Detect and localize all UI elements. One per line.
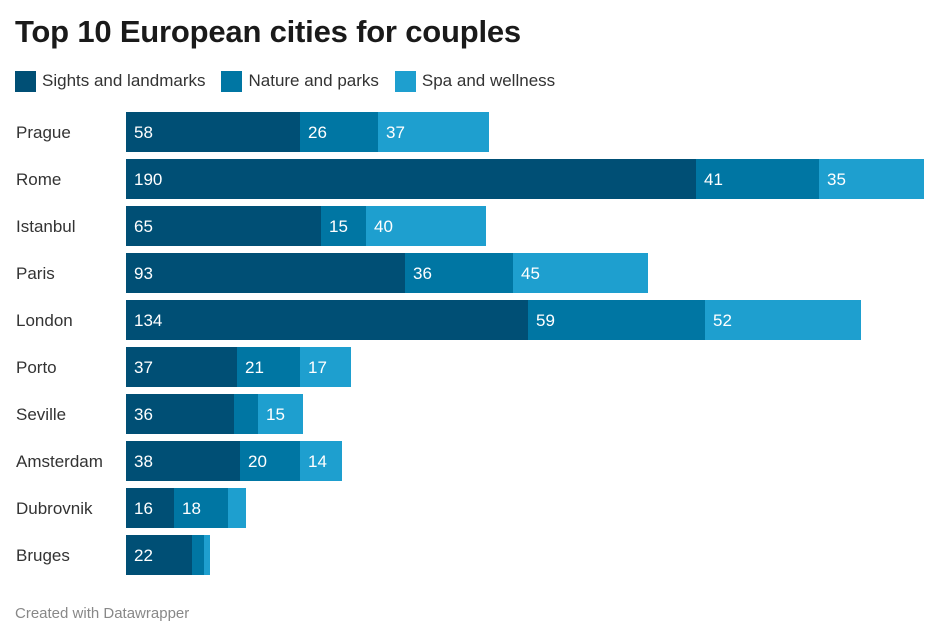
category-label-paris: Paris [16,264,55,283]
bar-seville-sights-and-landmarks [126,394,234,434]
bar-prague-spa-and-wellness [378,112,489,152]
value-label-porto-spa-and-wellness: 17 [308,358,327,377]
bar-prague-sights-and-landmarks [126,112,300,152]
bar-rome-nature-and-parks [696,159,819,199]
legend-item-nature: Nature and parks [221,70,379,92]
legend-item-spa: Spa and wellness [394,70,556,92]
bar-amsterdam-sights-and-landmarks [126,441,240,481]
value-label-london-nature-and-parks: 59 [536,311,555,330]
value-label-rome-spa-and-wellness: 35 [827,170,846,189]
value-label-london-spa-and-wellness: 52 [713,311,732,330]
bar-porto-spa-and-wellness [300,347,351,387]
bar-london-nature-and-parks [528,300,705,340]
bar-dubrovnik-spa-and-wellness [228,488,246,528]
bar-seville-spa-and-wellness [258,394,303,434]
value-label-prague-spa-and-wellness: 37 [386,123,405,142]
legend-label-nature: Nature and parks [248,71,379,90]
footer-credit: Created with Datawrapper [15,605,190,622]
bar-rome-spa-and-wellness [819,159,924,199]
category-label-porto: Porto [16,358,57,377]
value-label-dubrovnik-nature-and-parks: 18 [182,499,201,518]
category-label-amsterdam: Amsterdam [16,452,103,471]
value-label-prague-nature-and-parks: 26 [308,123,327,142]
bar-london-sights-and-landmarks [126,300,528,340]
legend-label-sights: Sights and landmarks [42,71,206,90]
legend-item-sights: Sights and landmarks [15,70,206,92]
bar-dubrovnik-nature-and-parks [174,488,228,528]
bar-bruges-spa-and-wellness [204,535,210,575]
bar-amsterdam-nature-and-parks [240,441,300,481]
category-label-dubrovnik: Dubrovnik [16,499,93,518]
bar-rome-sights-and-landmarks [126,159,696,199]
value-label-porto-sights-and-landmarks: 37 [134,358,153,377]
bar-prague-nature-and-parks [300,112,378,152]
legend-label-spa: Spa and wellness [421,71,556,90]
category-label-istanbul: Istanbul [16,217,76,236]
bar-bruges-nature-and-parks [192,535,204,575]
bar-paris-sights-and-landmarks [126,253,405,293]
bar-istanbul-spa-and-wellness [366,206,486,246]
category-label-seville: Seville [16,405,66,424]
value-label-prague-sights-and-landmarks: 58 [134,123,153,142]
category-label-london: London [16,311,73,330]
bar-istanbul-sights-and-landmarks [126,206,321,246]
legend-swatch-spa [394,70,416,92]
value-label-amsterdam-spa-and-wellness: 14 [308,452,327,471]
value-label-rome-sights-and-landmarks: 190 [134,170,162,189]
value-label-bruges-sights-and-landmarks: 22 [134,546,153,565]
chart-title: Top 10 European cities for couples [15,14,521,49]
legend-swatch-sights [15,70,36,92]
value-label-seville-spa-and-wellness: 15 [266,405,285,424]
category-label-prague: Prague [16,123,71,142]
value-label-paris-sights-and-landmarks: 93 [134,264,153,283]
value-label-paris-spa-and-wellness: 45 [521,264,540,283]
bar-bruges-sights-and-landmarks [126,535,192,575]
value-label-istanbul-spa-and-wellness: 40 [374,217,393,236]
bar-porto-sights-and-landmarks [126,347,237,387]
bar-dubrovnik-sights-and-landmarks [126,488,174,528]
value-label-istanbul-nature-and-parks: 15 [329,217,348,236]
value-label-amsterdam-sights-and-landmarks: 38 [134,452,153,471]
value-label-amsterdam-nature-and-parks: 20 [248,452,267,471]
category-label-rome: Rome [16,170,61,189]
value-label-dubrovnik-sights-and-landmarks: 16 [134,499,153,518]
value-label-paris-nature-and-parks: 36 [413,264,432,283]
category-label-bruges: Bruges [16,546,70,565]
bar-paris-spa-and-wellness [513,253,648,293]
value-label-istanbul-sights-and-landmarks: 65 [134,217,153,236]
value-label-rome-nature-and-parks: 41 [704,170,723,189]
legend-swatch-nature [221,70,243,92]
bar-seville-nature-and-parks [234,394,258,434]
bar-london-spa-and-wellness [705,300,861,340]
value-label-seville-sights-and-landmarks: 36 [134,405,153,424]
value-label-porto-nature-and-parks: 21 [245,358,264,377]
bar-porto-nature-and-parks [237,347,300,387]
bar-paris-nature-and-parks [405,253,513,293]
value-label-london-sights-and-landmarks: 134 [134,311,162,330]
bar-amsterdam-spa-and-wellness [300,441,342,481]
bar-istanbul-nature-and-parks [321,206,366,246]
legend: Sights and landmarks Nature and parks Sp… [15,69,571,93]
